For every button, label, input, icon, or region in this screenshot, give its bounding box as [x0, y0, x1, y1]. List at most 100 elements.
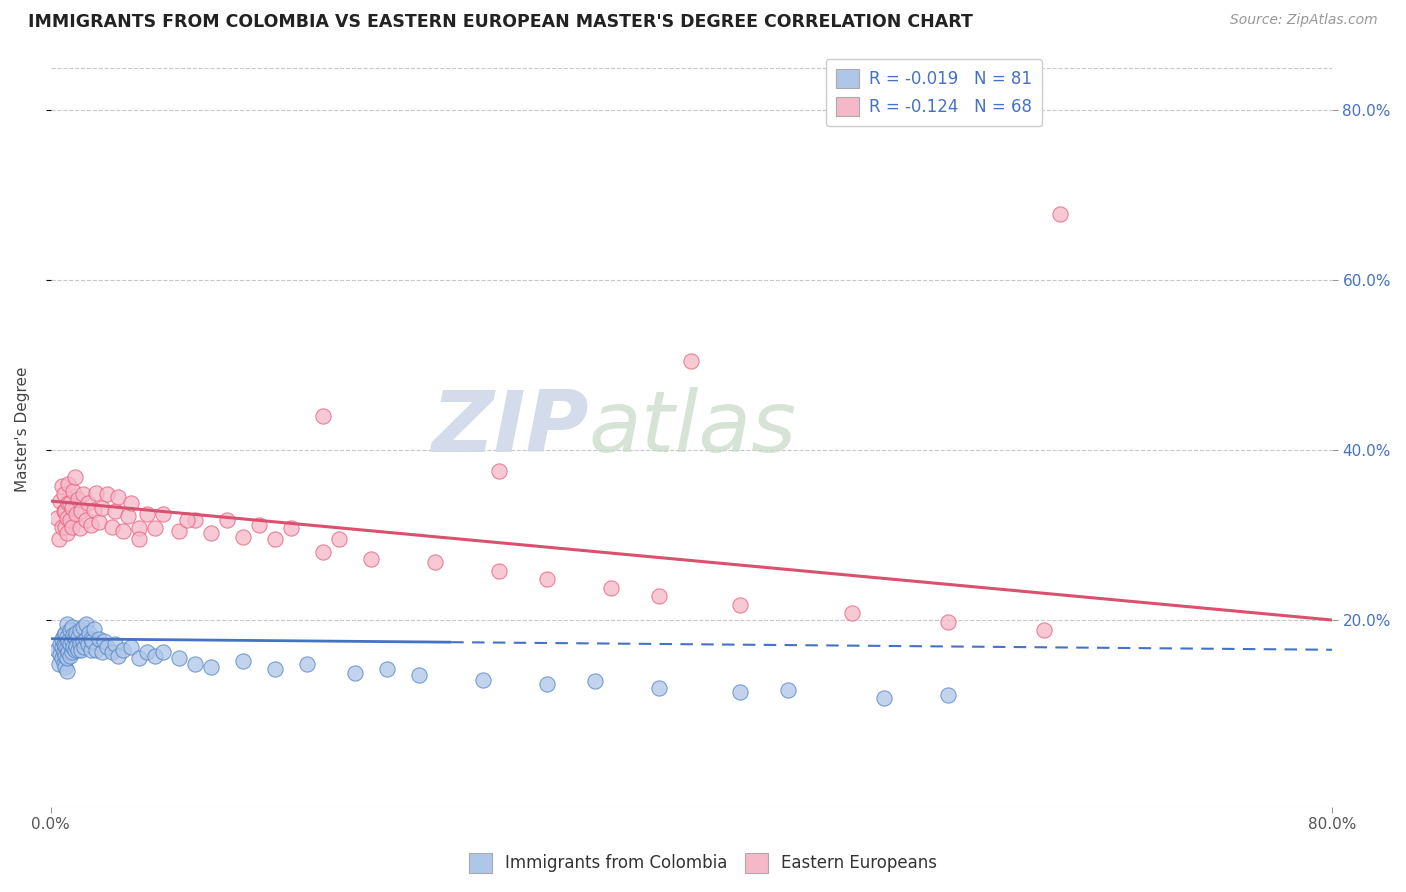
Point: [80, 632, 103, 646]
Point: [136, 507, 159, 521]
Point: [111, 642, 134, 657]
Point: [56, 640, 79, 655]
Point: [83, 502, 105, 516]
Point: [84, 485, 107, 500]
Point: [49, 637, 72, 651]
Point: [100, 645, 122, 659]
Point: [128, 651, 150, 665]
Point: [58, 634, 80, 648]
Point: [75, 617, 97, 632]
Point: [58, 645, 80, 659]
Point: [200, 659, 222, 673]
Point: [96, 487, 118, 501]
Point: [56, 511, 79, 525]
Point: [51, 651, 73, 665]
Point: [80, 642, 103, 657]
Point: [408, 668, 430, 682]
Point: [76, 637, 98, 651]
Legend: Immigrants from Colombia, Eastern Europeans: Immigrants from Colombia, Eastern Europe…: [463, 847, 943, 880]
Point: [62, 483, 84, 498]
Point: [67, 630, 90, 644]
Point: [360, 552, 382, 566]
Point: [73, 640, 96, 655]
Text: ZIP: ZIP: [432, 387, 589, 470]
Point: [53, 659, 76, 673]
Point: [488, 564, 510, 578]
Point: [52, 504, 75, 518]
Point: [600, 581, 623, 595]
Point: [111, 524, 134, 538]
Point: [280, 521, 302, 535]
Point: [872, 691, 894, 706]
Point: [328, 533, 350, 547]
Point: [56, 617, 79, 632]
Point: [51, 632, 73, 646]
Point: [56, 526, 79, 541]
Point: [264, 533, 287, 547]
Point: [167, 651, 190, 665]
Point: [67, 492, 90, 507]
Point: [87, 516, 110, 530]
Point: [59, 513, 82, 527]
Point: [96, 640, 118, 655]
Point: [60, 645, 83, 659]
Point: [69, 637, 91, 651]
Point: [120, 640, 142, 655]
Point: [52, 656, 75, 670]
Point: [53, 648, 76, 663]
Point: [295, 657, 318, 672]
Point: [143, 648, 166, 663]
Point: [67, 642, 90, 657]
Point: [536, 677, 558, 691]
Point: [264, 662, 287, 676]
Point: [60, 620, 83, 634]
Point: [117, 509, 139, 524]
Point: [583, 674, 606, 689]
Point: [76, 496, 98, 510]
Point: [93, 634, 115, 648]
Point: [60, 500, 83, 515]
Point: [1032, 624, 1054, 638]
Point: [56, 664, 79, 678]
Point: [72, 487, 94, 501]
Legend: R = -0.019   N = 81, R = -0.124   N = 68: R = -0.019 N = 81, R = -0.124 N = 68: [825, 59, 1042, 126]
Point: [728, 685, 751, 699]
Point: [63, 630, 86, 644]
Text: Source: ZipAtlas.com: Source: ZipAtlas.com: [1230, 13, 1378, 28]
Point: [107, 490, 129, 504]
Point: [87, 632, 110, 646]
Point: [65, 507, 87, 521]
Point: [80, 517, 103, 532]
Point: [107, 648, 129, 663]
Point: [100, 519, 122, 533]
Point: [49, 494, 72, 508]
Point: [56, 630, 79, 644]
Point: [59, 637, 82, 651]
Point: [77, 625, 100, 640]
Point: [91, 500, 114, 515]
Point: [75, 632, 97, 646]
Point: [1049, 207, 1071, 221]
Point: [128, 533, 150, 547]
Point: [184, 657, 207, 672]
Point: [167, 524, 190, 538]
Point: [200, 526, 222, 541]
Point: [65, 625, 87, 640]
Point: [48, 657, 70, 672]
Point: [184, 513, 207, 527]
Text: IMMIGRANTS FROM COLOMBIA VS EASTERN EUROPEAN MASTER'S DEGREE CORRELATION CHART: IMMIGRANTS FROM COLOMBIA VS EASTERN EURO…: [28, 13, 973, 31]
Point: [51, 479, 73, 493]
Point: [776, 682, 799, 697]
Point: [49, 647, 72, 661]
Point: [46, 642, 69, 657]
Point: [425, 555, 447, 569]
Point: [247, 517, 270, 532]
Point: [62, 628, 84, 642]
Point: [648, 589, 671, 603]
Point: [841, 606, 863, 620]
Point: [63, 642, 86, 657]
Point: [60, 519, 83, 533]
Point: [53, 639, 76, 653]
Point: [215, 513, 238, 527]
Point: [72, 620, 94, 634]
